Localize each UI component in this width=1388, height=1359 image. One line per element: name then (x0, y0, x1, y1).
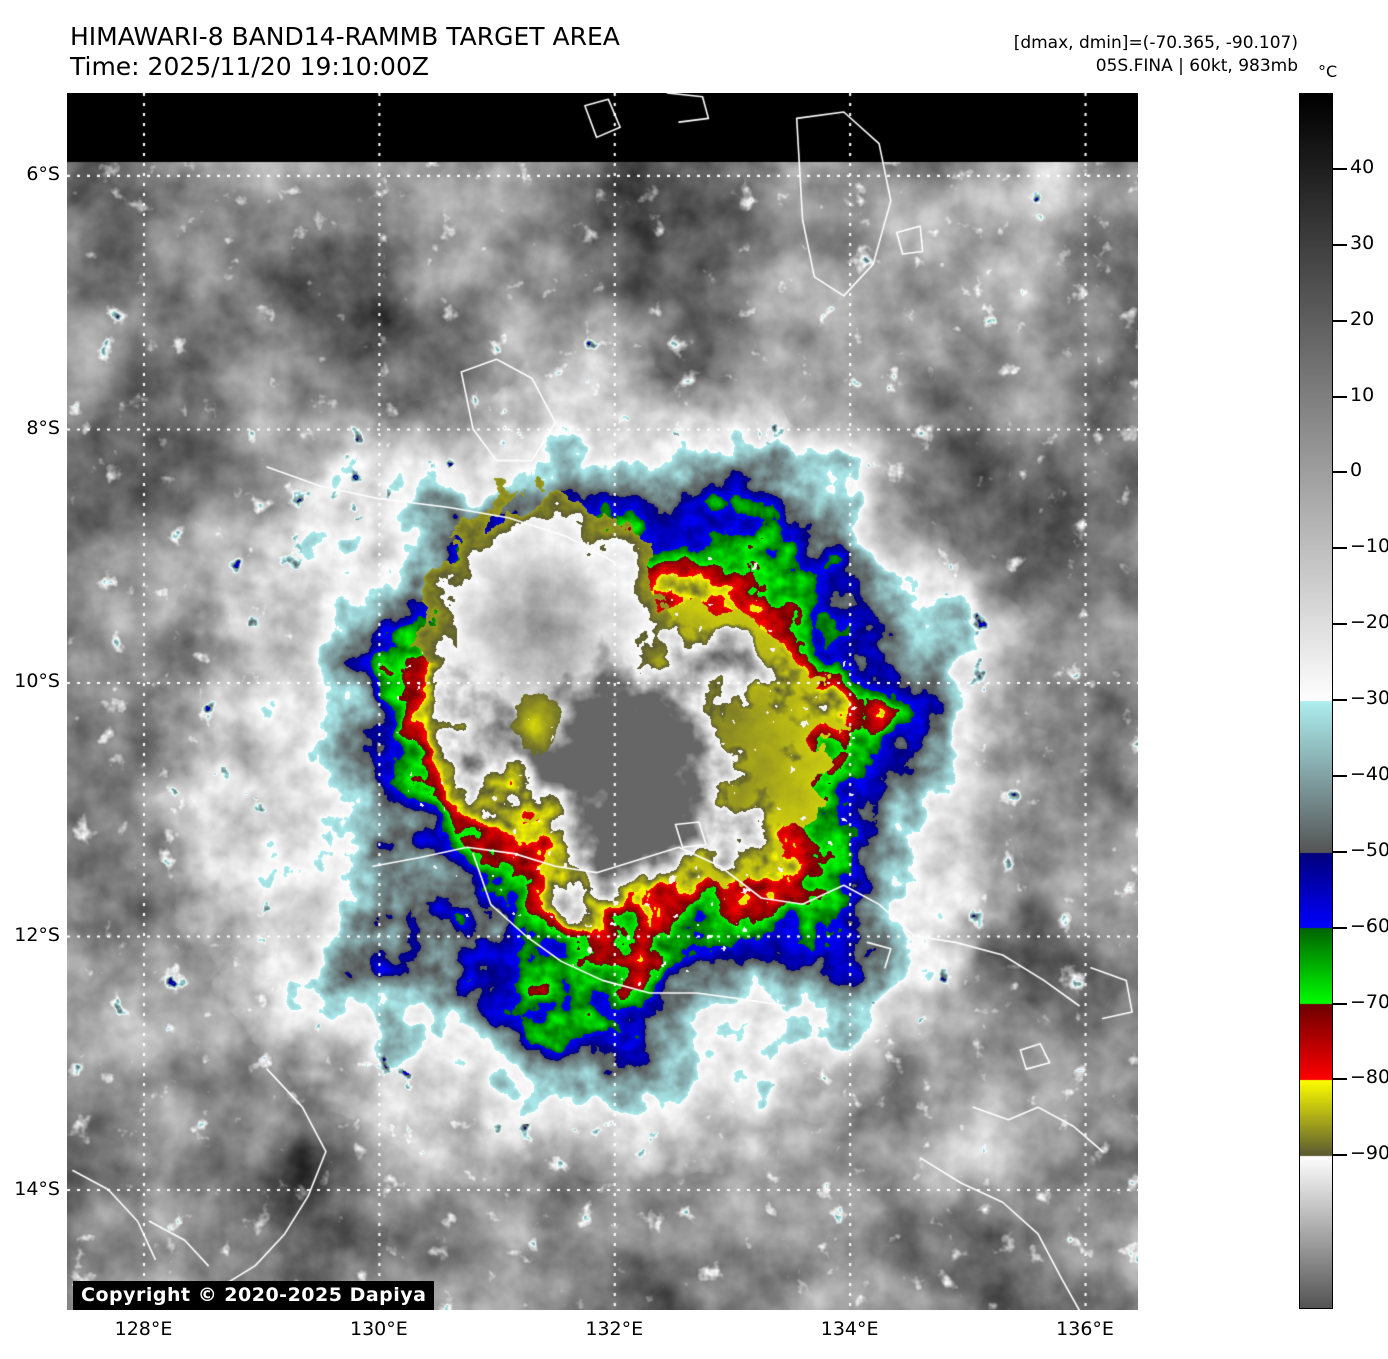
colorbar-tick-label: −90 (1350, 1142, 1388, 1165)
colorbar-tick-label: −70 (1350, 990, 1388, 1013)
latitude-tick-label: 6°S (26, 163, 60, 186)
colorbar-tick (1333, 774, 1347, 777)
colorbar-tick-label: 20 (1350, 307, 1375, 330)
colorbar-tick (1333, 547, 1347, 550)
longitude-tick-label: 136°E (1056, 1318, 1114, 1340)
latitude-tick-label: 14°S (14, 1177, 60, 1200)
header-info: [dmax, dmin]=(-70.365, -90.107) 05S.FINA… (1014, 32, 1298, 78)
colorbar-tick (1333, 319, 1347, 322)
colorbar-tick-label: −30 (1350, 687, 1388, 709)
colorbar-tick (1333, 850, 1347, 853)
colorbar-tick-label: −80 (1350, 1066, 1388, 1089)
colorbar-tick (1333, 471, 1347, 474)
lat-lon-grid-overlay (67, 93, 1138, 1310)
title-line1: HIMAWARI-8 BAND14-RAMMB TARGET AREA (70, 22, 620, 51)
colorbar-tick-label: 0 (1350, 459, 1363, 482)
colorbar-tick (1333, 926, 1347, 929)
latitude-tick-label: 8°S (26, 416, 60, 439)
storm-info-text: 05S.FINA | 60kt, 983mb (1095, 56, 1298, 76)
colorbar (1299, 93, 1333, 1309)
colorbar-tick (1333, 243, 1347, 246)
dminmax-text: [dmax, dmin]=(-70.365, -90.107) (1013, 33, 1298, 53)
latitude-tick-label: 10°S (14, 670, 60, 693)
latitude-tick-label: 12°S (14, 924, 60, 947)
colorbar-tick-label: 30 (1350, 231, 1375, 254)
colorbar-tick (1333, 1078, 1347, 1081)
colorbar-tick-label: −10 (1350, 535, 1388, 558)
colorbar-tick-label: −50 (1350, 838, 1388, 861)
satellite-image-panel[interactable] (67, 93, 1138, 1310)
colorbar-tick (1333, 395, 1347, 398)
colorbar-gradient (1300, 94, 1332, 1308)
colorbar-tick-label: −40 (1350, 762, 1388, 785)
title-line2: Time: 2025/11/20 19:10:00Z (70, 52, 429, 81)
colorbar-tick-label: −60 (1350, 914, 1388, 937)
colorbar-tick-label: 40 (1350, 155, 1375, 178)
colorbar-tick-label: 10 (1350, 383, 1375, 406)
colorbar-tick-label: −20 (1350, 611, 1388, 634)
longitude-tick-label: 128°E (114, 1318, 173, 1340)
colorbar-tick (1333, 1154, 1347, 1157)
colorbar-unit-label: °C (1318, 62, 1338, 81)
colorbar-tick (1333, 699, 1347, 701)
colorbar-tick (1333, 1002, 1347, 1005)
page-title: HIMAWARI-8 BAND14-RAMMB TARGET AREA Time… (70, 22, 620, 82)
longitude-tick-label: 130°E (349, 1318, 408, 1340)
longitude-tick-label: 132°E (585, 1318, 644, 1340)
colorbar-tick (1333, 167, 1347, 170)
longitude-tick-label: 134°E (820, 1318, 879, 1340)
copyright-watermark: Copyright © 2020-2025 Dapiya (73, 1281, 435, 1310)
colorbar-tick (1333, 623, 1347, 626)
